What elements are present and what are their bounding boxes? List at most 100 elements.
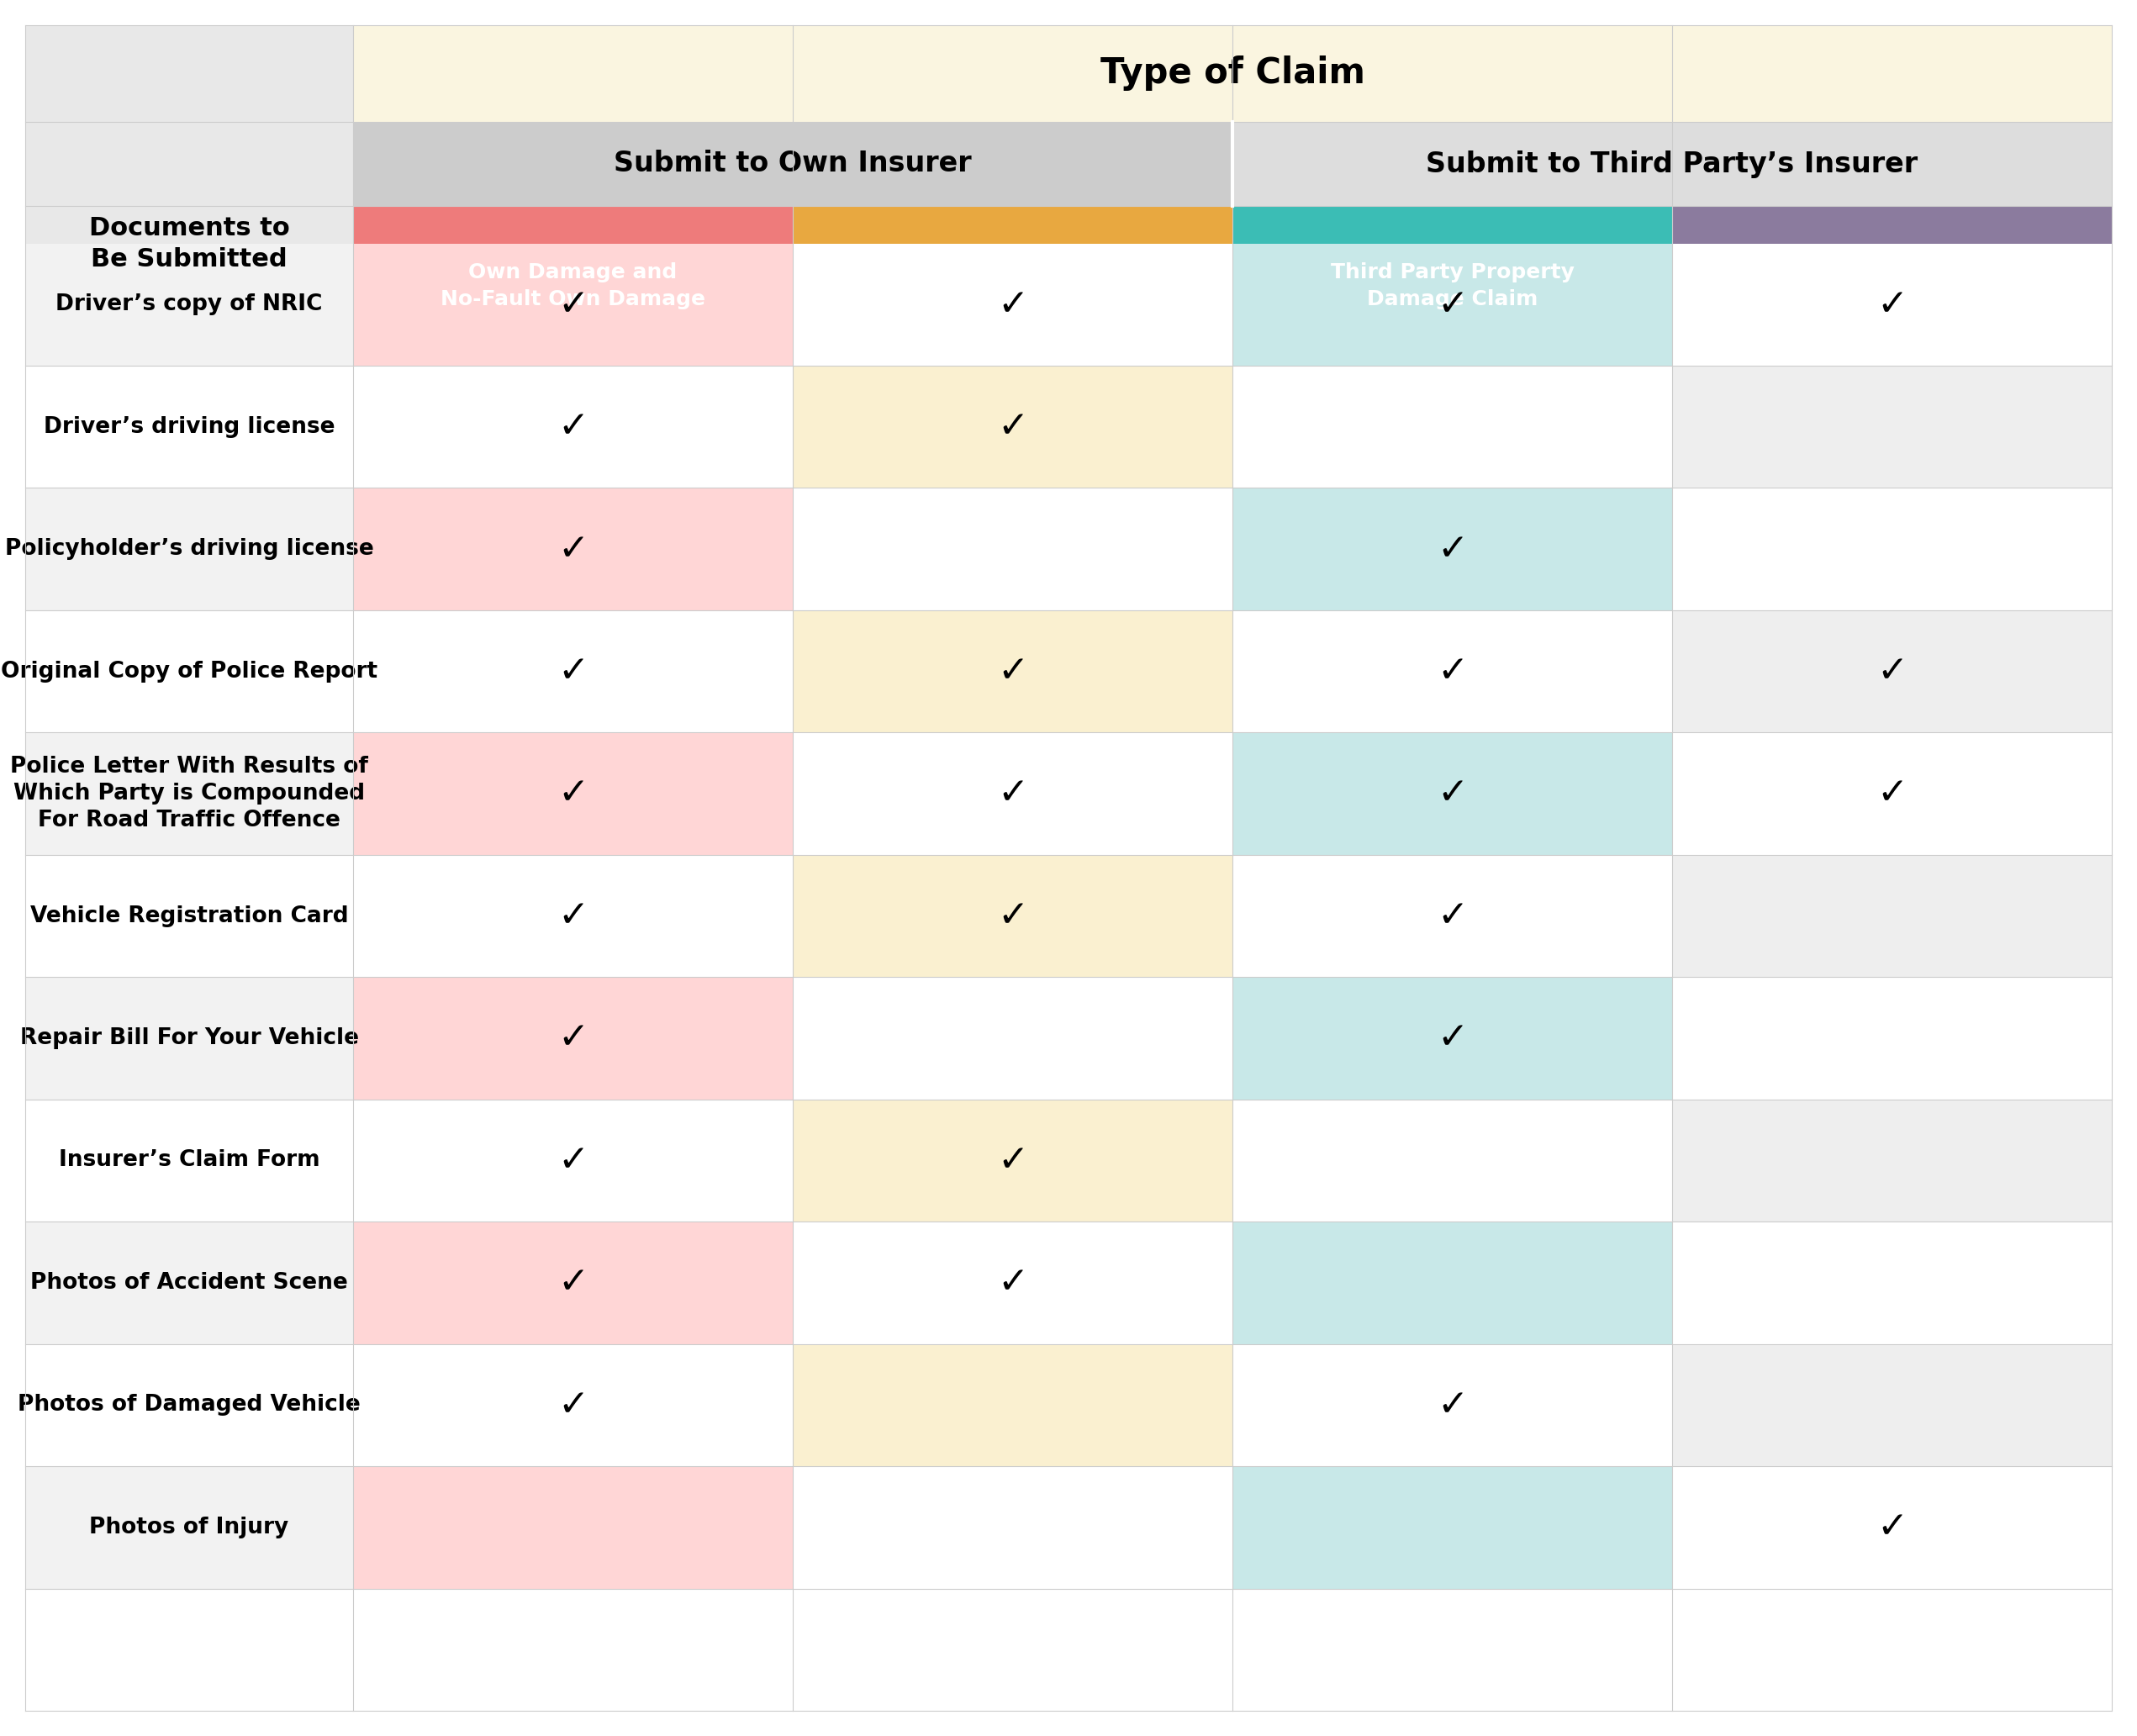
Bar	[1233, 207, 1671, 366]
Bar	[793, 1222, 1233, 1344]
Text: ✓: ✓	[998, 286, 1028, 323]
Text: ✓: ✓	[1436, 531, 1468, 568]
Bar	[1233, 611, 1671, 733]
Text: ✓: ✓	[998, 776, 1028, 812]
Text: ✓: ✓	[558, 653, 588, 689]
Bar	[793, 1099, 1233, 1222]
Bar	[353, 733, 793, 854]
Text: Policyholder’s driving license: Policyholder’s driving license	[4, 538, 374, 561]
Bar	[353, 1099, 793, 1222]
Bar	[1233, 243, 1671, 366]
Bar	[353, 207, 793, 366]
Bar	[353, 488, 793, 611]
Bar	[26, 243, 353, 366]
Text: ✓: ✓	[1876, 1509, 1908, 1545]
Bar	[1233, 1344, 1671, 1467]
Bar	[1671, 207, 2111, 366]
Text: Type of Claim: Type of Claim	[1101, 56, 1366, 92]
Bar	[353, 1222, 793, 1344]
Bar	[1233, 122, 2111, 207]
Bar	[1233, 1222, 1671, 1344]
Bar	[1671, 977, 2111, 1099]
Text: ✓: ✓	[558, 286, 588, 323]
Text: ✓: ✓	[558, 1021, 588, 1055]
Bar	[26, 1344, 353, 1467]
Bar	[26, 366, 353, 488]
Bar	[26, 26, 353, 122]
Bar	[26, 488, 353, 611]
Text: ✓: ✓	[1876, 653, 1908, 689]
Bar	[353, 243, 793, 366]
Text: ✓: ✓	[998, 1142, 1028, 1179]
Text: ✓: ✓	[1436, 776, 1468, 812]
Bar	[793, 854, 1233, 977]
Text: Police Letter With Results of
Which Party is Compounded
For Road Traffic Offence: Police Letter With Results of Which Part…	[11, 755, 368, 832]
Text: ✓: ✓	[1876, 776, 1908, 812]
Text: ✓: ✓	[558, 898, 588, 934]
Bar	[793, 1467, 1233, 1588]
Text: Documents to
Be Submitted: Documents to Be Submitted	[90, 215, 288, 271]
Text: ✓: ✓	[998, 653, 1028, 689]
Text: Insurer’s Claim Form: Insurer’s Claim Form	[58, 1149, 321, 1172]
Text: ✓: ✓	[1436, 653, 1468, 689]
Bar	[1671, 733, 2111, 854]
Bar	[793, 611, 1233, 733]
Text: ✓: ✓	[558, 408, 588, 444]
Bar	[26, 977, 353, 1099]
Text: ✓: ✓	[998, 408, 1028, 444]
Bar	[1233, 733, 1671, 854]
Text: ✓: ✓	[558, 1142, 588, 1179]
Bar	[1671, 488, 2111, 611]
Text: Third Party Bodily Injury
or
Death (TPBID) Claim: Third Party Bodily Injury or Death (TPBI…	[1746, 250, 2037, 323]
Bar	[1233, 1467, 1671, 1588]
Bar	[1233, 488, 1671, 611]
Bar	[353, 366, 793, 488]
Text: ✓: ✓	[558, 1266, 588, 1300]
Bar	[353, 1344, 793, 1467]
Bar	[1233, 366, 1671, 488]
Text: Submit to Third Party’s Insurer: Submit to Third Party’s Insurer	[1425, 149, 1919, 177]
Bar	[26, 733, 353, 854]
Bar	[793, 207, 1233, 366]
Bar	[793, 1344, 1233, 1467]
Bar	[793, 488, 1233, 611]
Text: ✓: ✓	[998, 898, 1028, 934]
Text: ✓: ✓	[558, 776, 588, 812]
Bar	[1671, 611, 2111, 733]
Text: Own Damage and
No-Fault Own Damage: Own Damage and No-Fault Own Damage	[440, 262, 705, 309]
Bar	[1671, 1467, 2111, 1588]
Text: ✓: ✓	[558, 531, 588, 568]
Text: Photos of Accident Scene: Photos of Accident Scene	[30, 1272, 348, 1293]
Bar	[1233, 854, 1671, 977]
Text: Theft Claim: Theft Claim	[945, 276, 1081, 295]
Bar	[353, 611, 793, 733]
Bar	[793, 366, 1233, 488]
Bar	[1233, 977, 1671, 1099]
Bar	[1233, 1099, 1671, 1222]
Text: Submit to Own Insurer: Submit to Own Insurer	[613, 149, 972, 177]
Bar	[1671, 243, 2111, 366]
Bar	[26, 854, 353, 977]
Bar	[353, 26, 2111, 122]
Text: Photos of Damaged Vehicle: Photos of Damaged Vehicle	[17, 1394, 361, 1417]
Text: Third Party Property
Damage Claim: Third Party Property Damage Claim	[1331, 262, 1575, 309]
Bar	[26, 1222, 353, 1344]
Bar	[793, 243, 1233, 366]
Bar	[1671, 366, 2111, 488]
Text: Driver’s copy of NRIC: Driver’s copy of NRIC	[56, 293, 323, 316]
Bar	[1671, 854, 2111, 977]
Bar	[26, 1099, 353, 1222]
Text: ✓: ✓	[1876, 286, 1908, 323]
Text: Original Copy of Police Report: Original Copy of Police Report	[0, 660, 378, 682]
Text: Repair Bill For Your Vehicle: Repair Bill For Your Vehicle	[19, 1028, 359, 1049]
Bar	[26, 1467, 353, 1588]
Text: Driver’s driving license: Driver’s driving license	[43, 417, 336, 437]
Bar	[353, 977, 793, 1099]
Text: ✓: ✓	[1436, 286, 1468, 323]
Bar	[1671, 1099, 2111, 1222]
Bar	[1671, 1222, 2111, 1344]
Bar	[1671, 1344, 2111, 1467]
Bar	[353, 1467, 793, 1588]
Text: ✓: ✓	[998, 1266, 1028, 1300]
Text: ✓: ✓	[1436, 898, 1468, 934]
